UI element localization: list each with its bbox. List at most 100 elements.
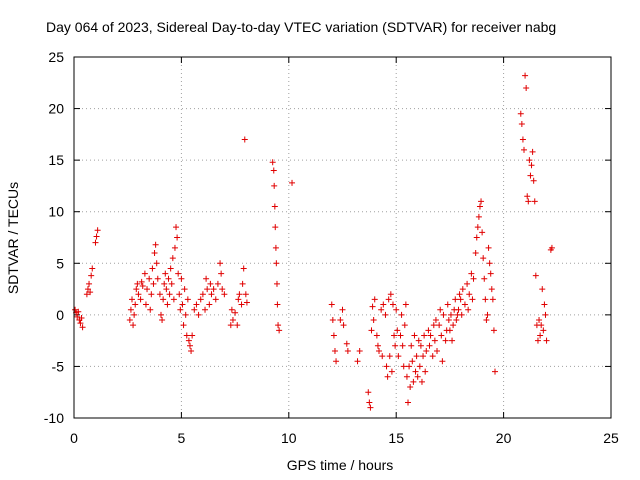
data-point	[459, 286, 466, 293]
data-point	[173, 224, 180, 231]
data-point	[539, 286, 546, 293]
data-point	[165, 275, 172, 282]
data-point	[331, 347, 338, 354]
data-point	[387, 291, 394, 298]
data-point	[526, 157, 533, 164]
data-point	[541, 301, 548, 308]
data-point	[217, 260, 224, 267]
data-point	[548, 244, 555, 251]
data-point	[445, 317, 452, 324]
data-point	[380, 301, 387, 308]
data-point	[464, 280, 471, 287]
data-point	[418, 378, 425, 385]
data-point	[370, 317, 377, 324]
data-point	[344, 347, 351, 354]
data-point	[271, 203, 278, 210]
data-point	[483, 317, 490, 324]
data-point	[452, 296, 459, 303]
x-tick-label: 25	[603, 430, 619, 446]
data-point	[393, 306, 400, 313]
data-point	[193, 301, 200, 308]
data-point	[389, 301, 396, 308]
data-point	[171, 244, 178, 251]
data-point	[376, 347, 383, 354]
data-point	[472, 249, 479, 256]
data-point	[437, 306, 444, 313]
x-tick-label: 5	[178, 430, 186, 446]
data-point	[142, 301, 149, 308]
data-point	[232, 309, 239, 316]
data-point	[84, 286, 91, 293]
data-point	[365, 389, 372, 396]
data-point	[214, 280, 221, 287]
data-point	[406, 363, 413, 370]
data-point	[407, 384, 414, 391]
data-point	[470, 275, 477, 282]
data-point	[481, 275, 488, 282]
data-point	[135, 291, 142, 298]
data-point	[240, 265, 247, 272]
data-point	[78, 314, 85, 321]
data-point	[479, 229, 486, 236]
data-point	[188, 347, 195, 354]
data-point	[269, 159, 276, 166]
data-point	[417, 342, 424, 349]
chart-title: Day 064 of 2023, Sidereal Day-to-day VTE…	[46, 19, 556, 35]
data-point	[413, 353, 420, 360]
data-point	[83, 291, 90, 298]
data-point	[373, 332, 380, 339]
x-tick-label: 20	[496, 430, 512, 446]
data-point	[476, 203, 483, 210]
data-point	[88, 272, 95, 279]
data-point	[273, 280, 280, 287]
data-point	[420, 353, 427, 360]
data-point	[242, 291, 249, 298]
data-point	[436, 322, 443, 329]
data-point	[523, 84, 530, 91]
data-point	[519, 136, 526, 143]
data-point	[465, 306, 472, 313]
data-point	[368, 327, 375, 334]
data-point	[371, 296, 378, 303]
data-point	[378, 306, 385, 313]
data-point	[453, 317, 460, 324]
data-point	[449, 337, 456, 344]
data-point	[189, 332, 196, 339]
data-point	[243, 299, 250, 306]
data-point	[430, 322, 437, 329]
data-point	[411, 332, 418, 339]
data-point	[197, 296, 204, 303]
data-point	[141, 270, 148, 277]
x-tick-label: 10	[281, 430, 297, 446]
data-point	[210, 286, 217, 293]
data-point	[182, 311, 189, 318]
y-tick-label: 5	[56, 255, 64, 271]
data-point	[455, 306, 462, 313]
data-point	[412, 368, 419, 375]
data-point	[202, 306, 209, 313]
data-point	[386, 353, 393, 360]
data-point	[391, 332, 398, 339]
data-point	[329, 317, 336, 324]
data-point	[434, 347, 441, 354]
data-point	[438, 332, 445, 339]
data-point	[356, 347, 363, 354]
data-point	[333, 358, 340, 365]
data-point	[181, 286, 188, 293]
data-point	[488, 286, 495, 293]
data-point	[542, 311, 549, 318]
x-tick-label: 0	[70, 430, 78, 446]
data-point	[133, 286, 140, 293]
data-point	[147, 306, 154, 313]
data-point	[456, 291, 463, 298]
data-point	[485, 244, 492, 251]
data-point	[367, 404, 374, 411]
data-point	[527, 172, 534, 179]
data-point	[530, 177, 537, 184]
y-tick-label: 25	[48, 49, 64, 65]
data-point	[492, 368, 499, 375]
data-point	[150, 280, 157, 287]
data-point	[163, 286, 170, 293]
data-point	[228, 306, 235, 313]
data-point	[72, 306, 79, 313]
